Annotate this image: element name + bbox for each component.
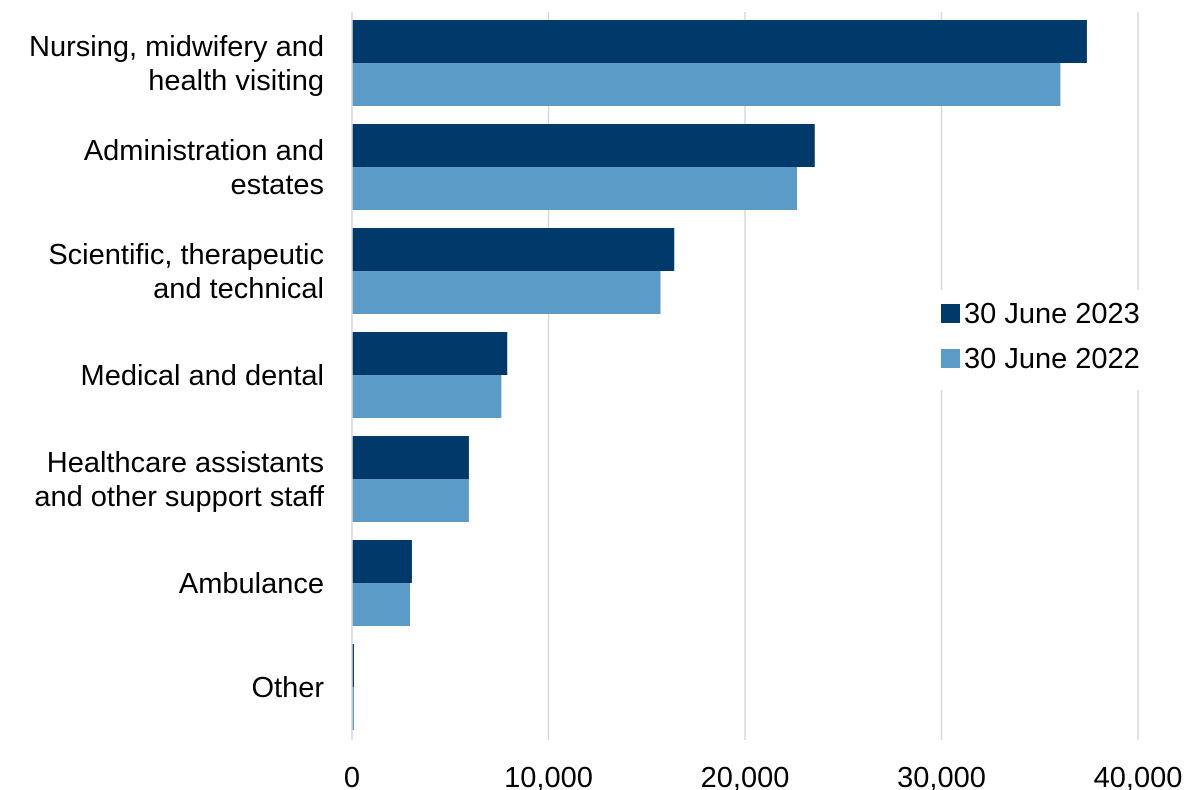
category-labels: Nursing, midwifery and health visiting Adm… — [29, 31, 325, 704]
legend-label: 30 June 2022 — [964, 343, 1140, 375]
legend-swatch — [941, 304, 960, 323]
bar — [352, 479, 469, 522]
bar — [352, 540, 412, 583]
category-label: Nursing, midwifery and health visiting — [29, 31, 324, 97]
category-label: Healthcare assistants and other support s… — [34, 447, 325, 513]
category-label: Other — [251, 672, 324, 704]
bar — [352, 228, 675, 271]
bar — [352, 167, 798, 210]
category-label: Medical and dental — [81, 360, 324, 392]
bar — [352, 63, 1061, 106]
bar — [352, 436, 469, 479]
bar — [352, 583, 410, 626]
bar — [352, 687, 354, 730]
legend-label: 30 June 2023 — [964, 298, 1140, 330]
x-tick-label: 40,000 — [1094, 762, 1183, 790]
category-label: Ambulance — [179, 568, 324, 600]
x-tick-label: 0 — [344, 762, 360, 790]
category-label: Administration and estates — [84, 135, 324, 201]
bar — [352, 375, 502, 418]
bar — [352, 20, 1087, 63]
x-tick-labels: 0 10,000 20,000 30,000 40,000 — [344, 762, 1182, 790]
x-tick-label: 10,000 — [504, 762, 593, 790]
bar — [352, 124, 815, 167]
legend-swatch — [941, 349, 960, 368]
legend: 30 June 2023 30 June 2022 — [932, 290, 1154, 390]
bar — [352, 271, 661, 314]
legend-background — [932, 290, 1154, 390]
x-tick-label: 30,000 — [897, 762, 986, 790]
bar — [352, 644, 354, 687]
category-label: Scientific, therapeutic and technical — [48, 239, 324, 305]
bar — [352, 332, 508, 375]
bars — [352, 20, 1087, 730]
x-tick-label: 20,000 — [701, 762, 790, 790]
